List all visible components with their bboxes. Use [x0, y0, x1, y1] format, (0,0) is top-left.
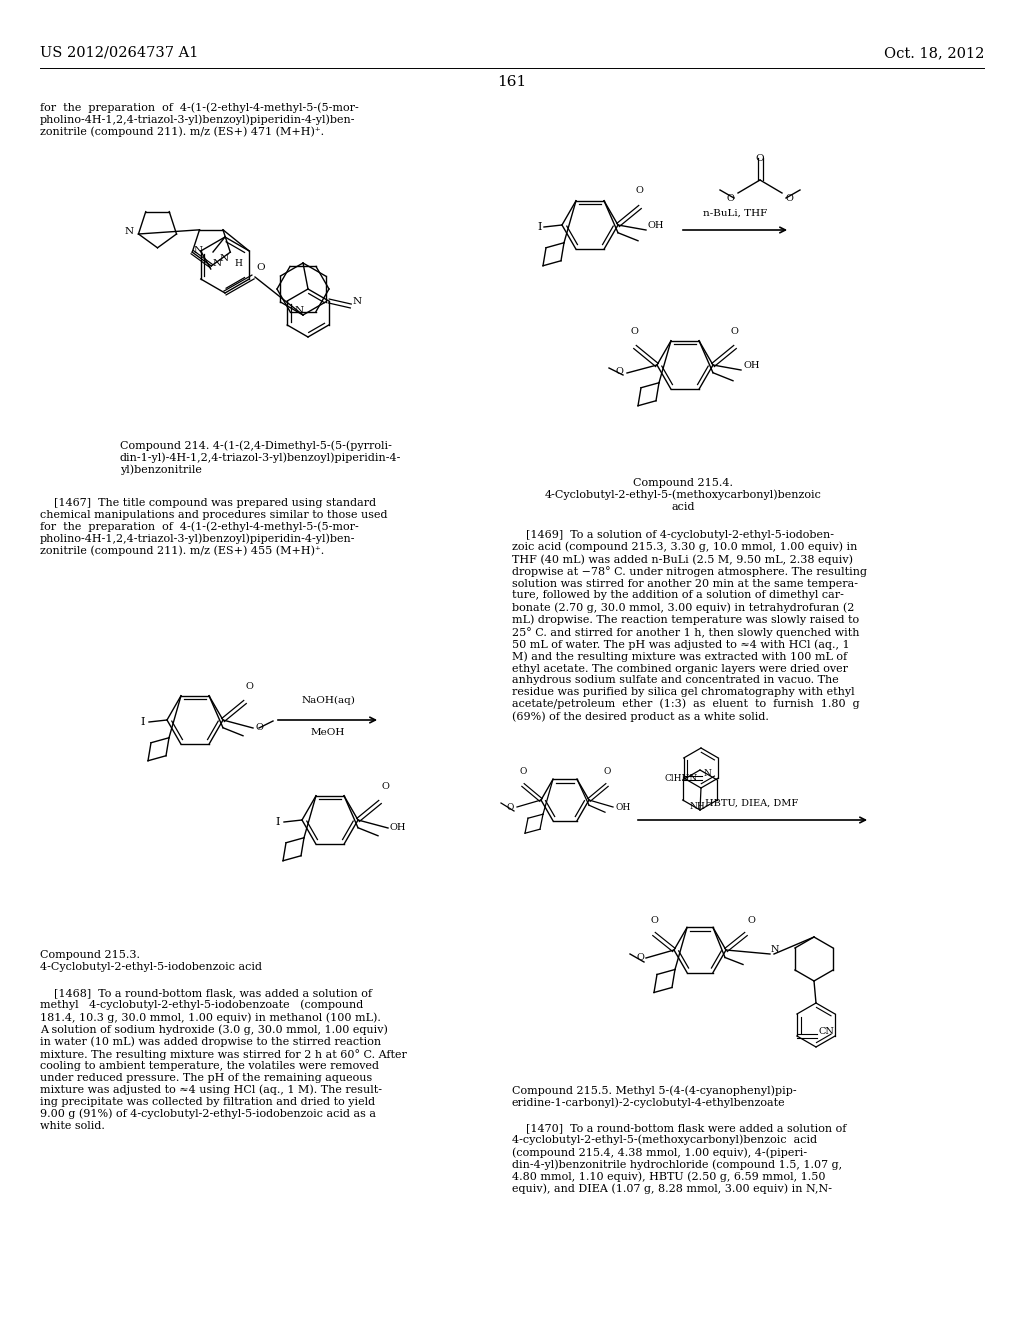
Text: N: N [353, 297, 361, 305]
Text: N: N [771, 945, 779, 953]
Text: O: O [630, 327, 638, 337]
Text: O: O [507, 803, 514, 812]
Text: CN: CN [819, 1027, 835, 1036]
Text: O: O [246, 682, 254, 690]
Text: N: N [703, 770, 712, 779]
Text: ClHHN: ClHHN [665, 774, 698, 783]
Text: 161: 161 [498, 75, 526, 88]
Text: O: O [635, 186, 643, 195]
Text: N: N [212, 259, 221, 268]
Text: O: O [636, 953, 644, 962]
Text: Oct. 18, 2012: Oct. 18, 2012 [884, 46, 984, 59]
Text: I: I [275, 817, 280, 828]
Text: [1467]  The title compound was prepared using standard
chemical manipulations an: [1467] The title compound was prepared u… [40, 498, 387, 557]
Text: OH: OH [743, 362, 760, 371]
Text: NH: NH [689, 803, 705, 810]
Text: I: I [140, 717, 145, 727]
Text: MeOH: MeOH [311, 729, 345, 737]
Text: H: H [234, 259, 242, 268]
Text: O: O [726, 194, 734, 203]
Text: Compound 215.4.
4-Cyclobutyl-2-ethyl-5-(methoxycarbonyl)benzoic
acid: Compound 215.4. 4-Cyclobutyl-2-ethyl-5-(… [545, 478, 821, 512]
Text: for  the  preparation  of  4-(1-(2-ethyl-4-methyl-5-(5-mor-
pholino-4H-1,2,4-tri: for the preparation of 4-(1-(2-ethyl-4-m… [40, 102, 358, 137]
Text: [1470]  To a round-bottom flask were added a solution of
4-cyclobutyl-2-ethyl-5-: [1470] To a round-bottom flask were adde… [512, 1123, 847, 1195]
Text: Compound 215.5. Methyl 5-(4-(4-cyanophenyl)pip-
eridine-1-carbonyl)-2-cyclobutyl: Compound 215.5. Methyl 5-(4-(4-cyanophen… [512, 1085, 797, 1107]
Text: O: O [650, 916, 658, 925]
Text: HBTU, DIEA, DMF: HBTU, DIEA, DMF [706, 799, 799, 808]
Text: O: O [756, 154, 764, 162]
Text: N: N [124, 227, 133, 236]
Text: NaOH(aq): NaOH(aq) [301, 696, 355, 705]
Text: I: I [538, 222, 542, 232]
Text: O: O [381, 781, 389, 791]
Text: N: N [194, 246, 203, 255]
Text: OH: OH [648, 222, 665, 231]
Text: n-BuLi, THF: n-BuLi, THF [702, 209, 767, 218]
Text: N: N [295, 306, 303, 315]
Text: US 2012/0264737 A1: US 2012/0264737 A1 [40, 46, 199, 59]
Text: Compound 215.3.
4-Cyclobutyl-2-ethyl-5-iodobenzoic acid: Compound 215.3. 4-Cyclobutyl-2-ethyl-5-i… [40, 950, 262, 972]
Text: O: O [615, 367, 623, 375]
Text: [1468]  To a round-bottom flask, was added a solution of
methyl   4-cyclobutyl-2: [1468] To a round-bottom flask, was adde… [40, 987, 407, 1131]
Text: O: O [730, 327, 738, 337]
Text: O: O [255, 723, 263, 733]
Text: [1469]  To a solution of 4-cyclobutyl-2-ethyl-5-iodoben-
zoic acid (compound 215: [1469] To a solution of 4-cyclobutyl-2-e… [512, 531, 867, 722]
Text: O: O [603, 767, 610, 776]
Text: O: O [786, 194, 794, 203]
Text: Compound 214. 4-(1-(2,4-Dimethyl-5-(5-(pyrroli-
din-1-yl)-4H-1,2,4-triazol-3-yl): Compound 214. 4-(1-(2,4-Dimethyl-5-(5-(p… [120, 440, 401, 475]
Text: O: O [519, 767, 526, 776]
Text: O: O [746, 916, 755, 925]
Text: OH: OH [615, 803, 630, 812]
Text: OH: OH [390, 824, 407, 833]
Text: O: O [256, 263, 264, 272]
Text: N: N [219, 255, 228, 263]
